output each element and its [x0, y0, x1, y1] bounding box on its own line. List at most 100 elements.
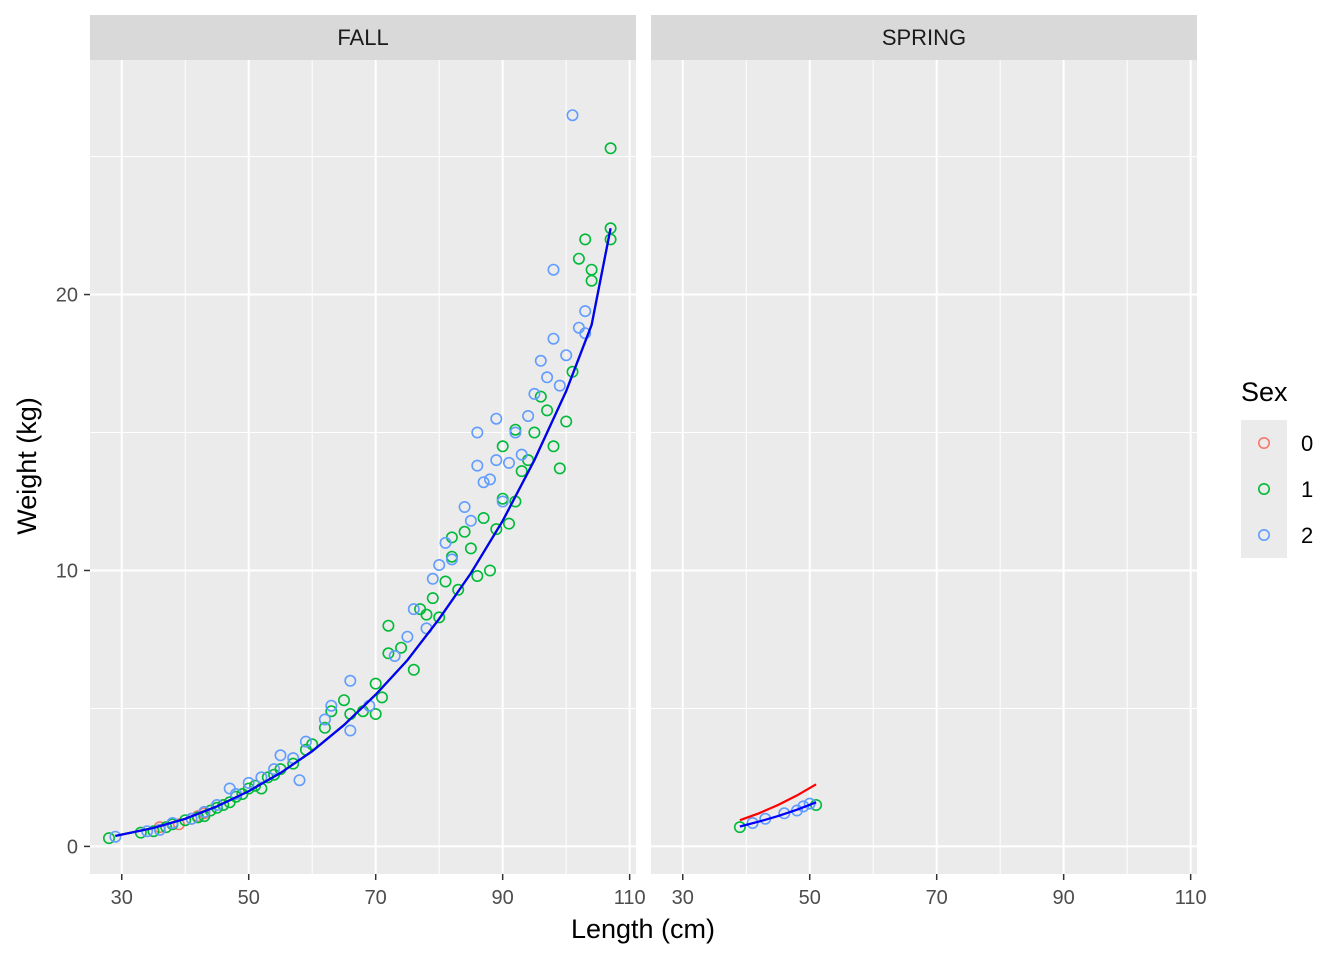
fit-line-sex-2 — [115, 228, 612, 837]
data-point-sex-2 — [502, 456, 515, 469]
data-point-sex-2 — [109, 830, 122, 843]
data-point-sex-2 — [458, 500, 471, 513]
data-point-sex-2 — [388, 649, 401, 662]
panel-background — [651, 60, 1197, 874]
data-point-sex-2 — [553, 379, 566, 392]
data-point-sex-1 — [375, 691, 388, 704]
legend-symbol-2 — [1258, 528, 1271, 541]
data-point-sex-2 — [490, 412, 503, 425]
data-point-sex-1 — [287, 757, 300, 770]
y-tick-label: 20 — [56, 285, 78, 307]
data-point-sex-2 — [407, 603, 420, 616]
data-point-sex-2 — [471, 459, 484, 472]
data-point-sex-2 — [579, 305, 592, 318]
x-tick-label: 30 — [111, 887, 133, 909]
data-point-sex-2 — [534, 354, 547, 367]
data-point-sex-2 — [541, 371, 554, 384]
y-tick-label: 10 — [56, 560, 78, 582]
x-tick-label: 90 — [1053, 887, 1075, 909]
legend-key-2 — [1241, 512, 1287, 558]
plot-marks — [103, 109, 617, 845]
data-point-sex-1 — [452, 583, 465, 596]
data-point-sex-0 — [172, 818, 185, 831]
data-point-sex-2 — [566, 109, 579, 122]
data-point-sex-1 — [541, 404, 554, 417]
fit-line-sex-2 — [739, 801, 817, 828]
data-point-sex-1 — [458, 525, 471, 538]
x-tick-label: 110 — [614, 887, 646, 909]
data-point-sex-2 — [477, 476, 490, 489]
x-axis-fall: 30 50 70 90 110 — [111, 874, 646, 909]
data-point-sex-1 — [306, 738, 319, 751]
x-tick-label: 50 — [799, 887, 821, 909]
data-point-sex-2 — [522, 409, 535, 422]
data-point-sex-2 — [198, 805, 211, 818]
data-point-sex-2 — [490, 454, 503, 467]
y-tick-label: 0 — [67, 836, 78, 858]
facet-label-fall: FALL — [337, 25, 388, 50]
plot-marks — [733, 783, 823, 834]
data-point-sex-1 — [604, 142, 617, 155]
data-point-sex-1 — [325, 705, 338, 718]
data-point-sex-2 — [439, 536, 452, 549]
data-point-sex-2 — [274, 749, 287, 762]
facet-panel-spring — [651, 15, 1197, 874]
data-point-sex-2 — [242, 776, 255, 789]
legend-title: Sex — [1241, 377, 1288, 407]
data-point-sex-2 — [344, 724, 357, 737]
data-point-sex-1 — [515, 465, 528, 478]
data-point-sex-2 — [293, 774, 306, 787]
data-point-sex-2 — [344, 674, 357, 687]
x-tick-label: 70 — [926, 887, 948, 909]
legend: Sex 0 1 2 — [1241, 377, 1313, 558]
data-point-sex-2 — [528, 387, 541, 400]
legend-label-2: 2 — [1301, 523, 1313, 548]
data-point-sex-1 — [426, 592, 439, 605]
data-point-sex-1 — [585, 263, 598, 276]
legend-key-1 — [1241, 466, 1287, 512]
data-point-sex-1 — [369, 677, 382, 690]
data-point-sex-1 — [553, 462, 566, 475]
data-point-sex-2 — [496, 495, 509, 508]
data-point-sex-1 — [337, 694, 350, 707]
data-point-sex-2 — [299, 735, 312, 748]
data-point-sex-1 — [147, 825, 160, 838]
data-point-sex-1 — [382, 619, 395, 632]
y-axis: 0 10 20 — [56, 285, 90, 858]
x-tick-label: 50 — [238, 887, 260, 909]
data-point-sex-1 — [433, 611, 446, 624]
data-point-sex-1 — [534, 390, 547, 403]
data-point-sex-2 — [547, 263, 560, 276]
data-point-sex-2 — [547, 332, 560, 345]
data-point-sex-1 — [407, 663, 420, 676]
data-point-sex-1 — [439, 575, 452, 588]
data-point-sex-2 — [579, 327, 592, 340]
data-point-sex-1 — [579, 233, 592, 246]
data-point-sex-1 — [395, 641, 408, 654]
data-point-sex-1 — [490, 523, 503, 536]
legend-label-0: 0 — [1301, 431, 1313, 456]
data-point-sex-2 — [255, 771, 268, 784]
data-point-sex-1 — [471, 569, 484, 582]
data-point-sex-1 — [318, 721, 331, 734]
x-axis-title: Length (cm) — [571, 914, 715, 944]
data-point-sex-2 — [445, 553, 458, 566]
facet-panel-fall — [90, 15, 636, 874]
data-point-sex-1 — [420, 608, 433, 621]
data-point-sex-2 — [401, 630, 414, 643]
fit-line-sex-0 — [739, 783, 817, 822]
data-point-sex-1 — [502, 517, 515, 530]
x-tick-label: 110 — [1175, 887, 1207, 909]
data-point-sex-2 — [560, 349, 573, 362]
data-point-sex-2 — [318, 713, 331, 726]
facet-label-spring: SPRING — [882, 25, 966, 50]
data-point-sex-1 — [483, 564, 496, 577]
data-point-sex-2 — [515, 448, 528, 461]
y-axis-title: Weight (kg) — [12, 397, 42, 535]
facet-strip — [651, 15, 1197, 60]
x-tick-label: 70 — [365, 887, 387, 909]
facet-strip — [90, 15, 636, 60]
data-point-sex-2 — [325, 699, 338, 712]
legend-label-1: 1 — [1301, 477, 1313, 502]
